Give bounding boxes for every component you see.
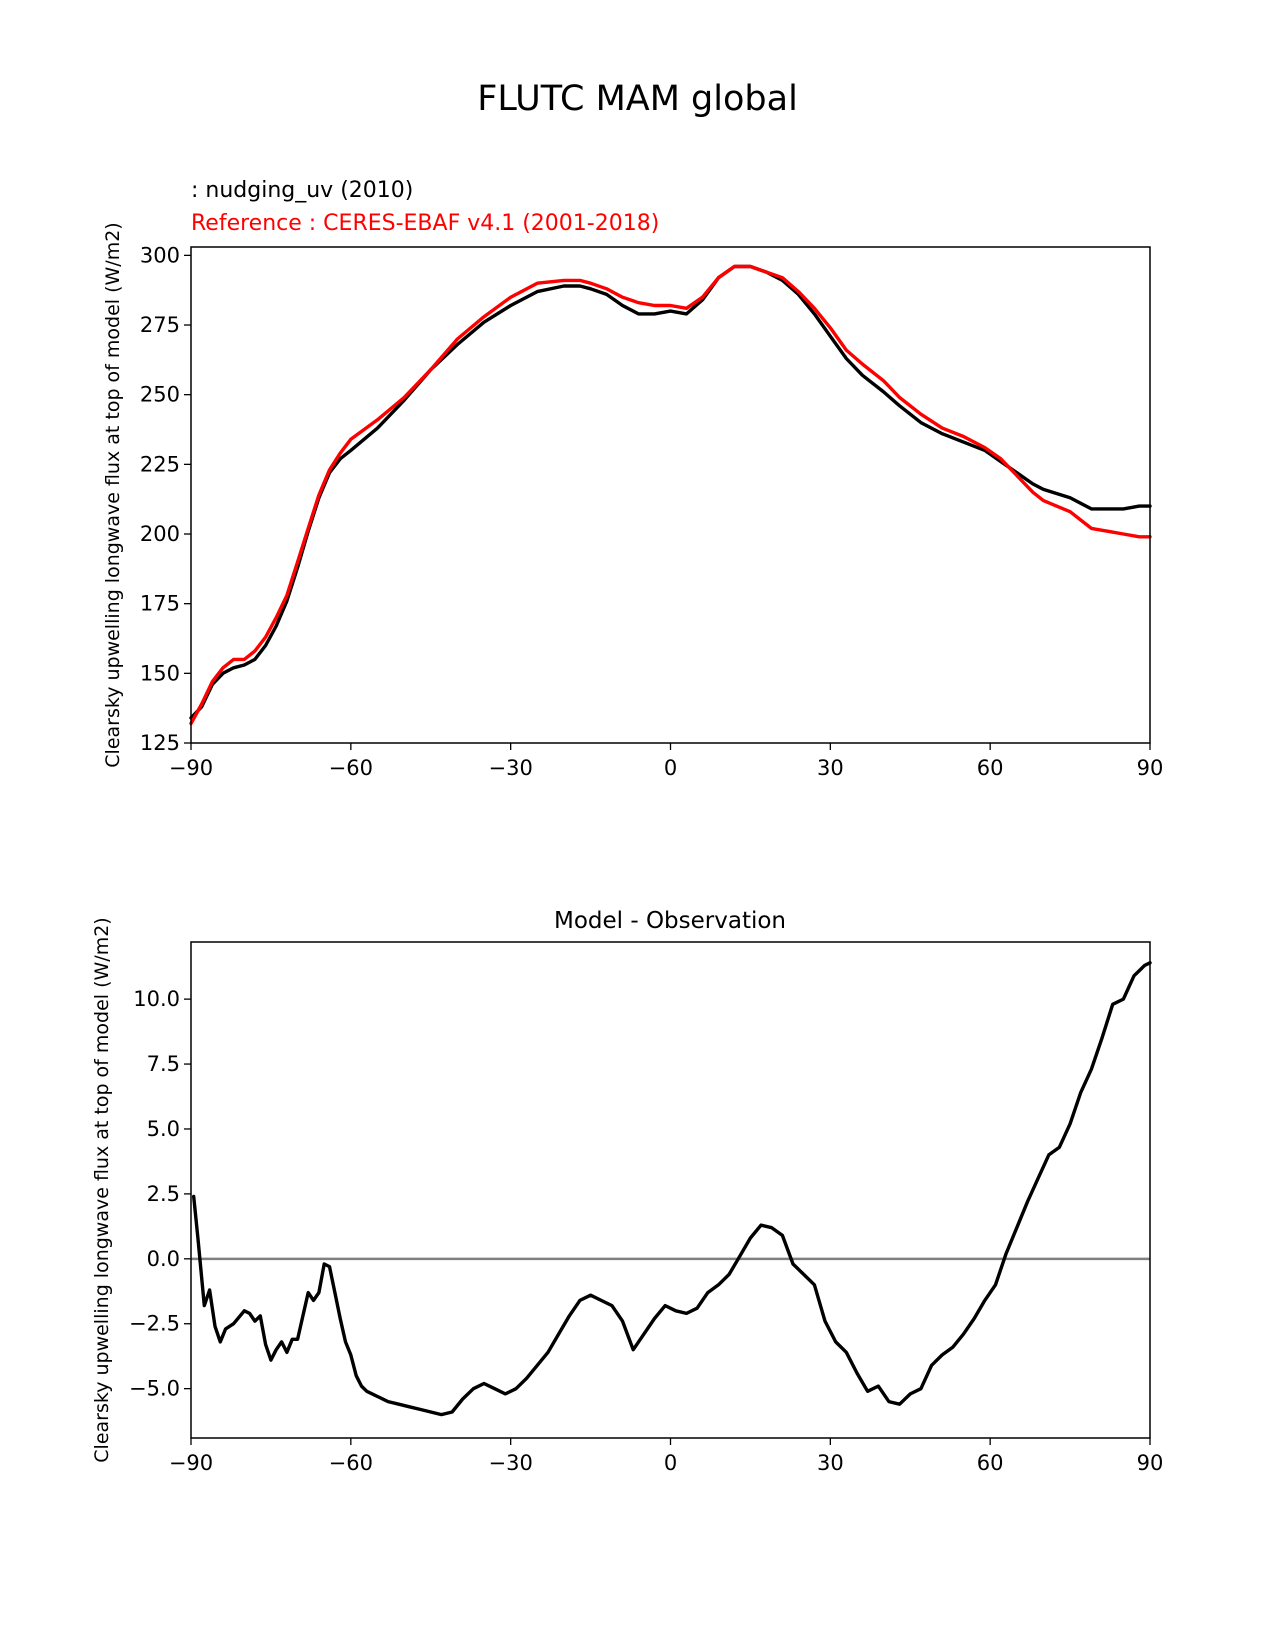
top-y-tick-label: 125 [140, 731, 180, 755]
bottom-y-tick-label: −2.5 [129, 1312, 180, 1336]
top-y-tick-label: 275 [140, 313, 180, 337]
bottom-y-tick-label: 5.0 [147, 1117, 180, 1141]
top-y-tick-label: 250 [140, 383, 180, 407]
bottom-panel: Model - Observation −90 −60 −30 0 30 60 90 −5.0… [91, 908, 1163, 1475]
top-series-reference-line [189, 264, 1152, 726]
top-y-axis-label: Clearsky upwelling longwave flux at top … [102, 222, 124, 767]
top-x-tick-label: −90 [169, 756, 213, 780]
top-x-tick-label: 60 [977, 756, 1004, 780]
bottom-x-tick-label: 0 [664, 1451, 677, 1475]
top-x-tick-label: −60 [329, 756, 373, 780]
bottom-y-tick-label: 7.5 [147, 1052, 180, 1076]
bottom-y-axis-label: Clearsky upwelling longwave flux at top … [91, 917, 113, 1462]
top-x-tick-label: 30 [817, 756, 844, 780]
top-plot-frame [190, 246, 1151, 744]
bottom-x-tick-label: −30 [489, 1451, 533, 1475]
bottom-y-tick-label: 2.5 [147, 1182, 180, 1206]
bottom-panel-title: Model - Observation [554, 908, 786, 934]
top-x-tick-label: −30 [489, 756, 533, 780]
bottom-x-tick-label: 90 [1137, 1451, 1164, 1475]
legend-model-label: : nudging_uv (2010) [191, 178, 413, 203]
top-y-tick-label: 150 [140, 661, 180, 685]
figure-title: FLUTC MAM global [477, 79, 798, 119]
bottom-x-tick-label: −90 [169, 1451, 213, 1475]
bottom-x-tick-label: 30 [817, 1451, 844, 1475]
top-axis-ticks: −90 −60 −30 0 30 60 90 125 150 175 200 225 250 275 300 [140, 243, 1163, 780]
top-x-tick-label: 90 [1137, 756, 1164, 780]
bottom-x-tick-label: 60 [977, 1451, 1004, 1475]
bottom-series-group [191, 961, 1152, 1417]
top-y-tick-label: 300 [140, 243, 180, 267]
bottom-plot-frame [190, 941, 1151, 1439]
top-y-tick-label: 200 [140, 522, 180, 546]
bottom-axis-ticks: −90 −60 −30 0 30 60 90 −5.0 −2.5 0.0 2.5 5.0 7.5 10.0 [129, 987, 1163, 1475]
top-y-tick-label: 225 [140, 452, 180, 476]
top-series-group [189, 264, 1152, 726]
top-panel: : nudging_uv (2010) Reference : CERES-EB… [102, 178, 1163, 780]
bottom-y-tick-label: 10.0 [133, 987, 180, 1011]
top-x-tick-label: 0 [664, 756, 677, 780]
bottom-y-tick-label: −5.0 [129, 1377, 180, 1401]
bottom-series-difference-line [191, 961, 1152, 1417]
bottom-y-tick-label: 0.0 [147, 1247, 180, 1271]
legend-reference-label: Reference : CERES-EBAF v4.1 (2001-2018) [191, 211, 659, 236]
bottom-x-tick-label: −60 [329, 1451, 373, 1475]
top-series-model-line [189, 264, 1152, 720]
top-y-tick-label: 175 [140, 592, 180, 616]
